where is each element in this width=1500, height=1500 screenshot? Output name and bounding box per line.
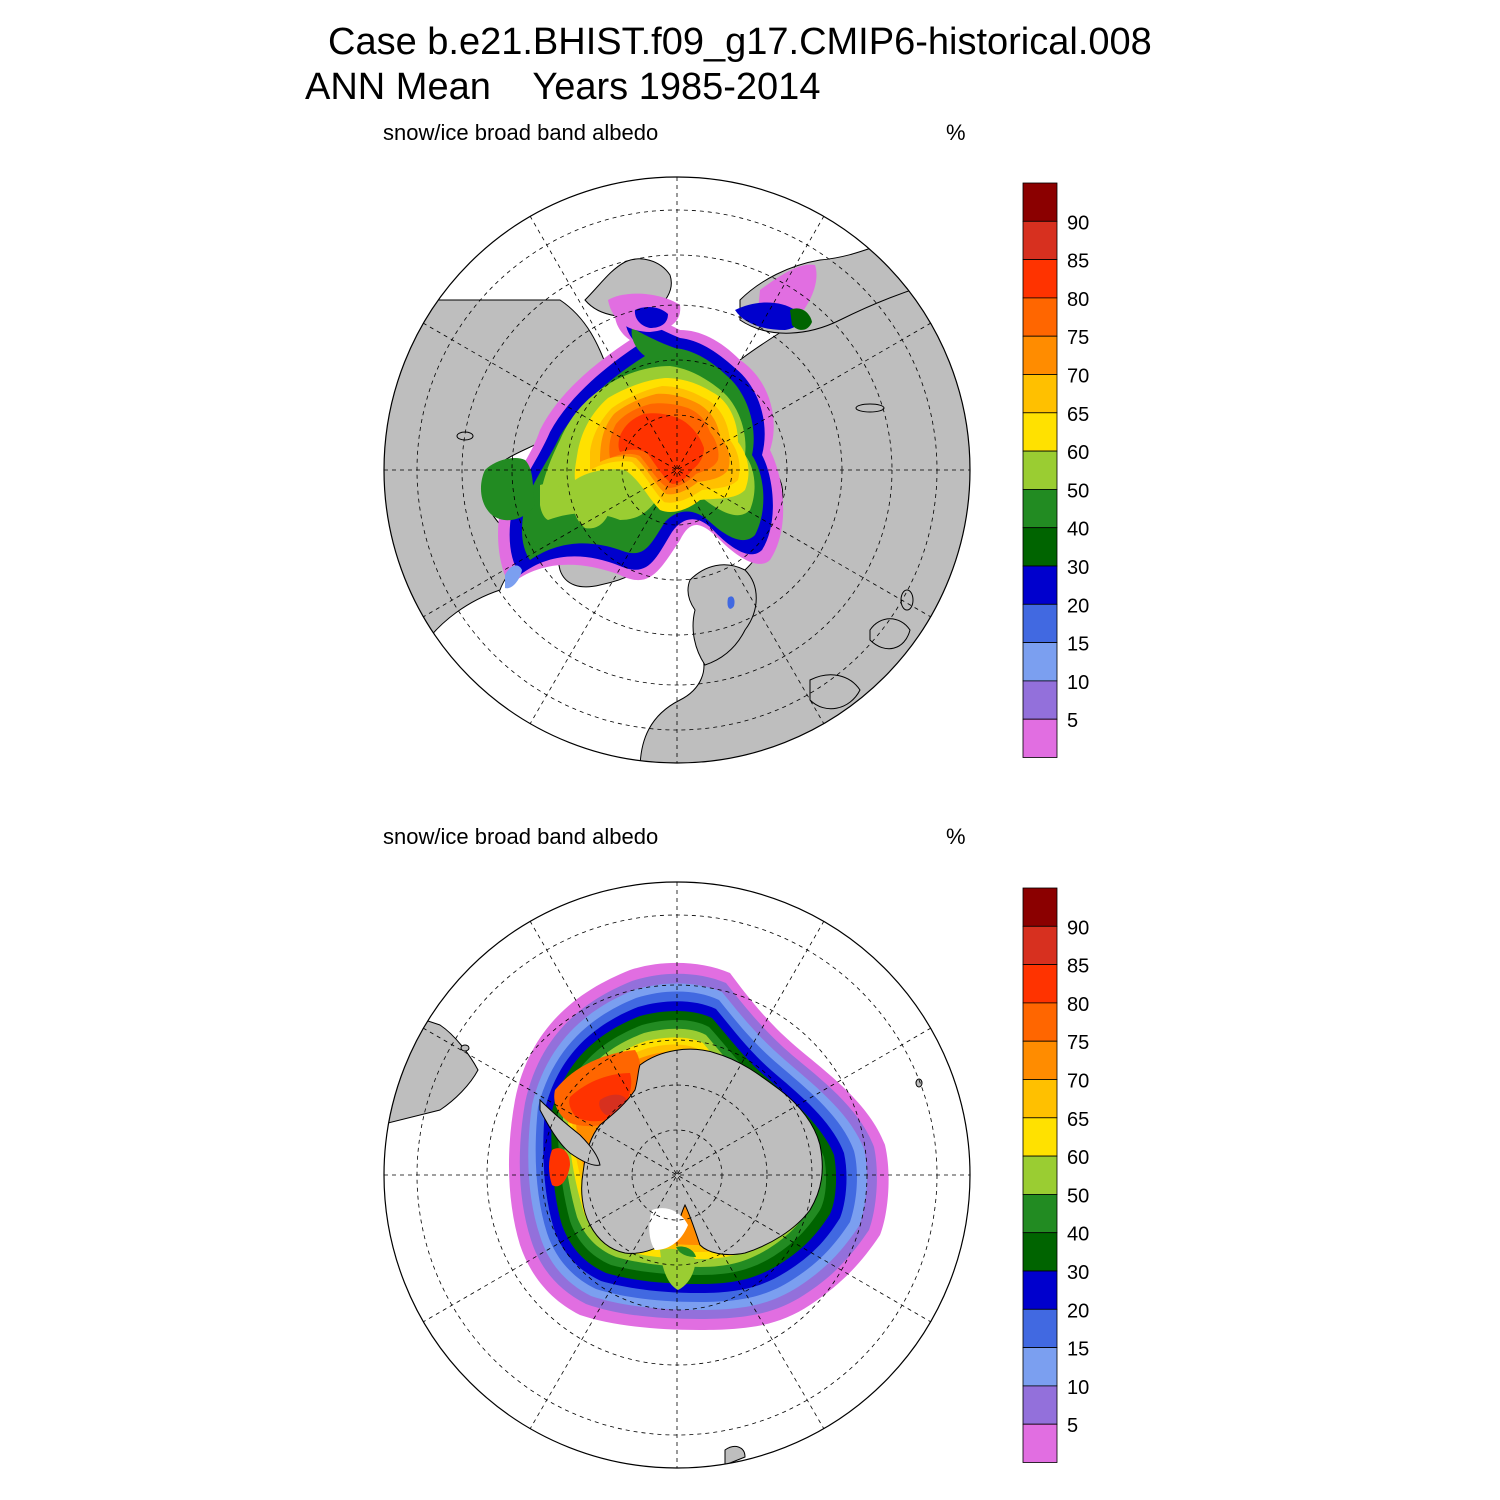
south-graticule: [384, 882, 970, 1468]
north-map-border: [383, 176, 971, 764]
south-colorbar-label: 50: [1067, 1185, 1089, 1207]
south-panel-title: snow/ice broad band albedo: [383, 824, 659, 849]
south-colorbar-label: 65: [1067, 1109, 1089, 1131]
hudson-bay-ice-inner: [540, 483, 565, 510]
south-colorbar-label: 5: [1067, 1415, 1078, 1437]
south-colorbar-box-1: [1022, 925, 1058, 965]
north-polar-map: [383, 176, 971, 764]
north-colorbar-box-1: [1022, 220, 1058, 260]
south-colorbar-box-12: [1022, 1347, 1058, 1387]
north-panel-units: %: [946, 120, 966, 145]
ross-ice-shelf: [649, 1208, 688, 1250]
south-colorbar-box-9: [1022, 1232, 1058, 1272]
hudson-bay-ice: [480, 458, 535, 521]
island-s3: [724, 1446, 746, 1466]
scandinavia-land: [687, 564, 757, 666]
north-panel-title: snow/ice broad band albedo: [383, 120, 659, 145]
north-colorbar-box-6: [1022, 412, 1058, 452]
south-colorbar-box-4: [1022, 1040, 1058, 1080]
south-colorbar-label: 90: [1067, 917, 1089, 939]
south-colorbar-label: 40: [1067, 1224, 1089, 1246]
north-colorbar-box-9: [1022, 527, 1058, 567]
north-colorbar-label: 20: [1067, 595, 1089, 617]
south-colorbar-label: 15: [1067, 1339, 1089, 1361]
north-colorbar-box-12: [1022, 642, 1058, 682]
south-panel-units: %: [946, 824, 966, 849]
north-colorbar-label: 80: [1067, 289, 1089, 311]
south-colorbar-box-14: [1022, 1423, 1058, 1463]
south-colorbar-label: 20: [1067, 1300, 1089, 1322]
labrador-ice-edge: [505, 565, 522, 589]
north-colorbar-label: 90: [1067, 212, 1089, 234]
south-colorbar-box-3: [1022, 1002, 1058, 1042]
south-map-border: [383, 881, 971, 1469]
north-colorbar-box-3: [1022, 297, 1058, 337]
north-colorbar-box-14: [1022, 718, 1058, 758]
north-colorbar-label: 30: [1067, 557, 1089, 579]
north-colorbar-label: 50: [1067, 480, 1089, 502]
north-colorbar-box-4: [1022, 335, 1058, 375]
north-colorbar-label: 85: [1067, 251, 1089, 273]
bering-ice: [634, 306, 668, 328]
case-title: Case b.e21.BHIST.f09_g17.CMIP6-historica…: [328, 21, 1152, 63]
south-colorbar-label: 60: [1067, 1147, 1089, 1169]
south-colorbar-box-11: [1022, 1308, 1058, 1348]
north-colorbar-box-13: [1022, 680, 1058, 720]
okhotsk-ice-green: [790, 308, 812, 330]
north-colorbar-label: 65: [1067, 404, 1089, 426]
north-colorbar-label: 60: [1067, 442, 1089, 464]
south-colorbar: 90 85 80 75 70 65 60 50 40 30 20 15 10 5: [1022, 887, 1089, 1463]
north-graticule: [384, 177, 970, 763]
south-colorbar-box-13: [1022, 1385, 1058, 1425]
bellingshausen-ice: [549, 1148, 570, 1187]
south-colorbar-box-5: [1022, 1079, 1058, 1119]
antarctic-peninsula-land: [539, 1098, 601, 1166]
north-colorbar-label: 70: [1067, 366, 1089, 388]
south-colorbar-box-7: [1022, 1155, 1058, 1195]
south-colorbar-box-0: [1022, 887, 1058, 927]
north-colorbar-label: 15: [1067, 634, 1089, 656]
south-colorbar-label: 75: [1067, 1032, 1089, 1054]
south-colorbar-box-10: [1022, 1270, 1058, 1310]
north-colorbar-box-0: [1022, 182, 1058, 222]
south-colorbar-box-8: [1022, 1193, 1058, 1234]
ross-sea-ice-green: [676, 1246, 696, 1257]
north-colorbar-box-8: [1022, 488, 1058, 529]
north-colorbar: 90 85 80 75 70 65 60 50 40 30 20 15 10 5: [1022, 182, 1089, 758]
baltic-ice: [727, 596, 735, 609]
south-colorbar-label: 10: [1067, 1377, 1089, 1399]
island-3: [900, 589, 914, 611]
south-colorbar-label: 85: [1067, 956, 1089, 978]
island-s2: [915, 1078, 923, 1088]
south-colorbar-label: 70: [1067, 1071, 1089, 1093]
north-colorbar-box-10: [1022, 565, 1058, 605]
south-colorbar-label: 30: [1067, 1262, 1089, 1284]
north-colorbar-label: 75: [1067, 327, 1089, 349]
north-colorbar-label: 5: [1067, 710, 1078, 732]
south-colorbar-box-2: [1022, 964, 1058, 1004]
antarctica-land: [581, 1048, 823, 1256]
north-colorbar-box-5: [1022, 374, 1058, 414]
south-colorbar-label: 80: [1067, 994, 1089, 1016]
south-colorbar-box-6: [1022, 1117, 1058, 1157]
north-colorbar-label: 40: [1067, 519, 1089, 541]
arctic-ice-85: [618, 413, 704, 484]
okhotsk-ice: [735, 302, 800, 330]
ross-sea-ice: [660, 1248, 696, 1290]
island-5: [809, 674, 861, 710]
period-title: ANN Mean Years 1985-2014: [305, 66, 821, 108]
island-s1: [460, 1044, 470, 1052]
north-colorbar-box-2: [1022, 259, 1058, 299]
north-colorbar-label: 10: [1067, 672, 1089, 694]
south-polar-map: [383, 881, 971, 1469]
island-2: [855, 403, 885, 413]
baffin-bay-ice: [573, 498, 610, 529]
north-colorbar-box-7: [1022, 450, 1058, 490]
island-4: [869, 618, 911, 650]
north-colorbar-box-11: [1022, 603, 1058, 643]
